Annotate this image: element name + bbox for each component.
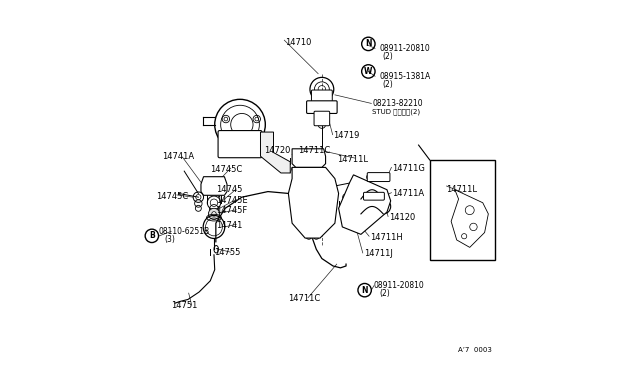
Text: 14751: 14751 (172, 301, 198, 310)
Text: N: N (365, 39, 372, 48)
Text: N: N (362, 286, 368, 295)
Text: 14745C: 14745C (211, 165, 243, 174)
Text: 14720: 14720 (264, 146, 291, 155)
Text: 14745E: 14745E (216, 196, 248, 205)
Text: 08915-1381A: 08915-1381A (380, 72, 431, 81)
Text: 14755: 14755 (214, 248, 241, 257)
Text: 14711G: 14711G (392, 164, 426, 173)
Text: (2): (2) (383, 80, 393, 89)
Text: 14745F: 14745F (216, 206, 247, 215)
Bar (429, 160, 495, 260)
Text: B: B (149, 231, 155, 240)
Text: 14711J: 14711J (364, 249, 393, 258)
Polygon shape (289, 167, 339, 238)
FancyBboxPatch shape (307, 101, 337, 113)
Polygon shape (339, 175, 390, 234)
Text: 08110-6251B: 08110-6251B (158, 227, 209, 236)
Text: STUD スタッド(2): STUD スタッド(2) (372, 108, 420, 115)
FancyBboxPatch shape (367, 173, 390, 182)
Circle shape (328, 106, 330, 108)
Polygon shape (260, 132, 291, 173)
Text: 14711C: 14711C (298, 146, 330, 155)
Text: 08911-20810: 08911-20810 (374, 281, 425, 290)
Text: 14741: 14741 (216, 221, 242, 230)
Text: 14711L: 14711L (337, 155, 368, 164)
Text: 14711H: 14711H (370, 233, 403, 242)
FancyBboxPatch shape (218, 131, 262, 158)
Text: 08213-82210: 08213-82210 (372, 99, 422, 108)
Text: 14741A: 14741A (162, 153, 194, 161)
Circle shape (209, 208, 220, 219)
Text: 14719: 14719 (333, 131, 360, 140)
Circle shape (314, 106, 316, 108)
Text: 14711L: 14711L (447, 185, 477, 194)
Text: 14711A: 14711A (392, 189, 425, 198)
Text: 14120: 14120 (389, 213, 415, 222)
Text: 14745: 14745 (216, 185, 242, 194)
Text: (2): (2) (380, 289, 390, 298)
Text: (2): (2) (383, 52, 393, 61)
Circle shape (212, 212, 216, 216)
Text: W: W (364, 67, 372, 76)
Text: 08911-20810: 08911-20810 (380, 44, 430, 53)
Text: 14711C: 14711C (289, 294, 321, 303)
Text: A’7  0003: A’7 0003 (458, 347, 492, 353)
FancyBboxPatch shape (314, 111, 330, 126)
FancyBboxPatch shape (364, 192, 385, 200)
Polygon shape (201, 177, 227, 195)
Text: (3): (3) (164, 235, 175, 244)
Text: 14745C: 14745C (156, 192, 189, 201)
FancyBboxPatch shape (312, 90, 332, 103)
Polygon shape (292, 149, 326, 167)
Text: 14710: 14710 (285, 38, 311, 47)
